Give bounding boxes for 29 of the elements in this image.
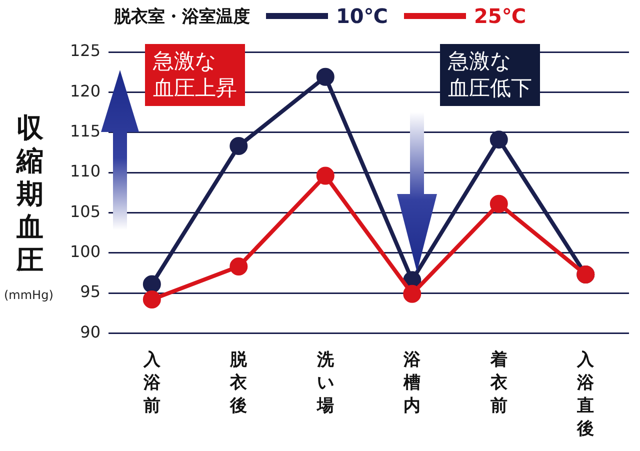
point: [142, 275, 161, 294]
point: [490, 130, 508, 149]
y-tick-label: 90: [80, 322, 101, 342]
point: [316, 166, 334, 185]
legend-label: 25℃: [474, 4, 526, 28]
annotation: 急激な血圧上昇: [153, 48, 237, 102]
y-axis-title: 収縮期血圧(mmHg): [4, 112, 54, 302]
legend-label: 10℃: [336, 4, 388, 28]
x-tick-label: 着衣前: [489, 350, 508, 416]
x-tick-label: 脱衣後: [229, 350, 248, 416]
legend-title: 脱衣室・浴室温度: [114, 6, 250, 28]
y-tick-label: 115: [70, 122, 101, 140]
y-tick-label: 95: [80, 282, 101, 302]
y-tick-label: 105: [70, 202, 101, 221]
y-tick-label: 110: [70, 162, 101, 181]
point: [490, 194, 508, 213]
x-tick-label: 洗い場: [316, 350, 335, 416]
y-tick-label: 125: [70, 41, 101, 60]
y-tick-label: 100: [70, 242, 101, 262]
x-tick-label: 入浴直後: [576, 350, 596, 439]
y-tick-label: 120: [70, 81, 101, 100]
point: [230, 137, 248, 155]
point: [316, 68, 334, 86]
x-tick-label: 入浴前: [142, 350, 162, 416]
annotation: 急激な血圧低下: [448, 48, 532, 102]
point: [230, 258, 248, 276]
point: [403, 284, 422, 303]
x-tick-label: 浴槽内: [402, 350, 422, 416]
point: [142, 290, 161, 308]
